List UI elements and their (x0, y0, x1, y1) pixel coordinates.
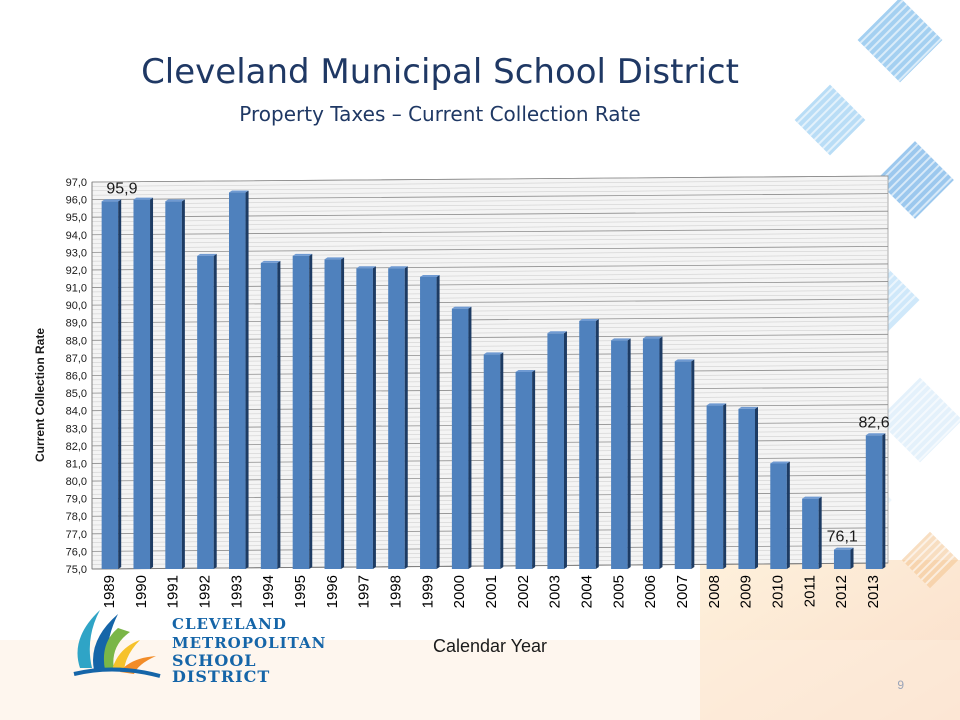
y-tick-label: 91,0 (66, 283, 87, 295)
x-tick-label: 1994 (260, 575, 277, 608)
x-tick-label: 1990 (133, 575, 150, 608)
y-tick-label: 76,0 (66, 546, 87, 558)
x-tick-label: 2012 (833, 575, 850, 608)
x-tick-label: 1992 (196, 575, 213, 608)
y-tick-label: 84,0 (66, 406, 87, 418)
y-tick-label: 79,0 (66, 494, 87, 506)
x-tick-label: 1989 (101, 575, 118, 608)
y-axis-ticks: 75,0 76,0 77,0 78,0 79,0 80,0 81,0 82,0 83,0 84,0… (66, 177, 87, 576)
y-tick-label: 82,0 (66, 441, 87, 453)
x-tick-label: 1999 (419, 575, 436, 608)
logo-line-2: METROPOLITAN (172, 634, 327, 652)
logo-line-3: SCHOOL DISTRICT (172, 651, 271, 686)
y-tick-label: 90,0 (66, 300, 87, 312)
bar-2007 (674, 359, 695, 569)
bar-2013 (865, 433, 886, 569)
data-label-1989: 95,9 (106, 180, 137, 197)
x-tick-label: 2006 (642, 575, 659, 608)
bar-2005 (611, 338, 631, 569)
y-tick-label: 88,0 (66, 335, 87, 347)
chart-bars (101, 190, 886, 569)
x-tick-label: 1997 (356, 575, 373, 608)
y-tick-label: 87,0 (66, 353, 87, 365)
y-tick-label: 75,0 (66, 564, 87, 576)
y-tick-label: 81,0 (66, 458, 87, 470)
x-tick-label: 1996 (324, 575, 341, 608)
bar-2001 (483, 352, 504, 569)
x-tick-label: 2008 (706, 575, 723, 608)
x-axis-label: Calendar Year (433, 636, 547, 656)
y-tick-label: 92,0 (66, 265, 87, 277)
x-tick-label: 2001 (483, 575, 500, 608)
x-tick-label: 2011 (801, 575, 818, 607)
bar-1992 (197, 253, 217, 569)
y-tick-label: 83,0 (66, 423, 87, 435)
bar-2012 (833, 547, 854, 569)
logo-line-1: CLEVELAND (172, 615, 287, 633)
bar-1998 (388, 266, 408, 569)
y-tick-label: 78,0 (66, 511, 87, 523)
y-tick-label: 85,0 (66, 388, 87, 400)
x-tick-label: 2002 (515, 575, 532, 608)
bar-2010 (770, 461, 790, 569)
slide-subtitle: Property Taxes – Current Collection Rate (239, 102, 641, 126)
bar-2003 (547, 331, 567, 569)
bar-2008 (706, 403, 727, 569)
y-axis-label: Current Collection Rate (33, 328, 47, 462)
x-tick-label: 2003 (547, 575, 564, 608)
bar-2011 (802, 496, 822, 569)
x-tick-label: 1998 (387, 575, 404, 608)
x-tick-label: 2005 (610, 575, 627, 608)
x-axis-ticks: 1989 1990 1991 1992 1993 1994 1995 1996 1997 1998… (101, 575, 882, 608)
bar-2006 (642, 336, 663, 569)
bar-2002 (515, 369, 536, 569)
y-tick-label: 80,0 (66, 476, 87, 488)
y-tick-label: 77,0 (66, 529, 87, 541)
data-labels: 95,9 76,1 82,6 (106, 180, 889, 545)
bar-1993 (229, 190, 249, 569)
x-tick-label: 1991 (165, 575, 182, 608)
x-tick-label: 1995 (292, 575, 309, 608)
bar-1989 (101, 199, 122, 569)
bar-2009 (738, 406, 758, 569)
slide-title: Cleveland Municipal School District (141, 52, 739, 92)
data-label-2012: 76,1 (827, 529, 858, 546)
bar-1996 (324, 257, 345, 569)
bar-1999 (420, 274, 440, 569)
y-tick-label: 97,0 (66, 177, 87, 189)
y-tick-label: 89,0 (66, 318, 87, 330)
bar-2000 (451, 306, 472, 569)
y-tick-label: 86,0 (66, 371, 87, 383)
x-tick-label: 1993 (228, 575, 245, 608)
page-number: 9 (897, 678, 904, 692)
x-tick-label: 2013 (865, 575, 882, 608)
y-tick-label: 93,0 (66, 247, 87, 259)
x-tick-label: 2007 (674, 575, 691, 608)
district-logo: CLEVELAND METROPOLITAN SCHOOL DISTRICT (60, 598, 360, 688)
bar-1997 (356, 266, 376, 569)
x-tick-label: 2010 (770, 575, 787, 608)
bar-1994 (260, 260, 281, 569)
bar-1995 (292, 253, 313, 569)
logo-emblem-icon (73, 610, 161, 678)
x-tick-label: 2009 (738, 575, 755, 608)
y-tick-label: 95,0 (66, 212, 87, 224)
bar-1990 (133, 197, 154, 569)
bar-2004 (579, 318, 599, 569)
y-tick-label: 96,0 (66, 195, 87, 207)
x-tick-label: 2000 (451, 575, 468, 608)
bar-1991 (165, 199, 185, 569)
x-tick-label: 2004 (579, 575, 596, 608)
data-label-2013: 82,6 (859, 414, 890, 431)
y-tick-label: 94,0 (66, 230, 87, 242)
